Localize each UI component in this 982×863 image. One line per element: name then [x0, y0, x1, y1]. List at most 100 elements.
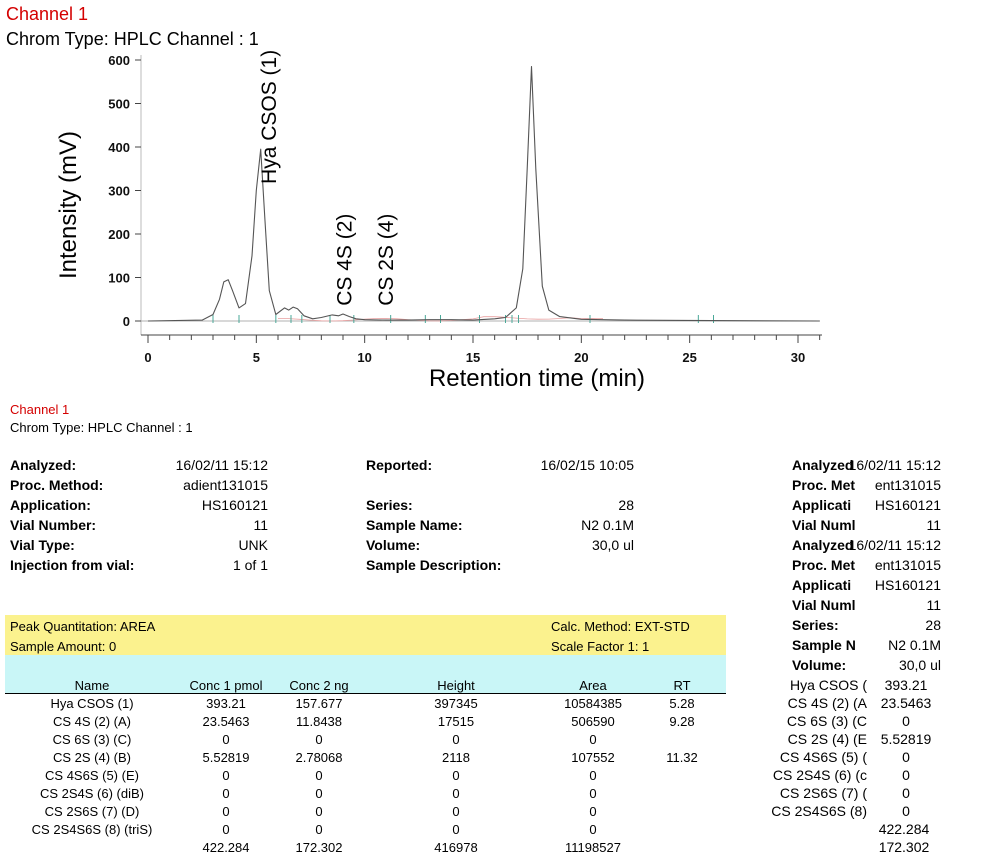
- scale-factor: Scale Factor 1: 1: [551, 639, 650, 654]
- table-header-cell: Conc 2 ng: [289, 678, 349, 693]
- table-cell: 0: [315, 786, 323, 801]
- info-value: 11: [253, 517, 268, 533]
- info-label: Vial Numl: [792, 597, 856, 613]
- chromatogram-trace: [147, 65, 820, 322]
- table-cell: 107552: [571, 750, 615, 765]
- right-table-value: 5.52819: [880, 731, 932, 747]
- calc-method: Calc. Method: EXT-STD: [551, 619, 690, 634]
- y-tick-label: 200: [108, 227, 130, 242]
- table-cell: 17515: [437, 714, 475, 729]
- info-value: ent131015: [874, 477, 941, 493]
- table-cell: CS 2S4S6S (8) (triS): [31, 822, 153, 837]
- table-cell: 2118: [442, 750, 470, 765]
- x-axis-label: Retention time (min): [429, 365, 645, 392]
- info-value: 28: [618, 497, 634, 513]
- table-cell: 5.52819: [202, 750, 250, 765]
- table-header-cell: Conc 1 pmol: [189, 678, 263, 693]
- table-cell: 393.21: [206, 696, 246, 711]
- info-label: Series:: [792, 617, 839, 633]
- right-table-value: 0: [902, 803, 910, 819]
- table-cell: 506590: [571, 714, 615, 729]
- table-cell: 0: [452, 768, 460, 783]
- table-cell: 0: [452, 786, 460, 801]
- table-cell: CS 6S (3) (C): [52, 732, 132, 747]
- right-table-name: CS 2S4S (6) (c: [772, 767, 867, 783]
- peak-annotation: CS 4S (2): [334, 214, 357, 306]
- right-table-name: CS 2S (4) (E: [787, 731, 867, 747]
- report-channel-title: Channel 1: [10, 402, 70, 417]
- info-value: 11: [926, 517, 941, 533]
- info-value: HS160121: [201, 497, 268, 513]
- x-tick-label: 15: [466, 350, 480, 365]
- table-cell: 5.28: [669, 696, 695, 711]
- y-tick-label: 0: [123, 314, 130, 329]
- table-cell: 0: [222, 804, 230, 819]
- table-cell: 0: [222, 786, 230, 801]
- table-cell: 0: [589, 786, 597, 801]
- table-cell: CS 2S6S (7) (D): [44, 804, 140, 819]
- right-table-name: CS 4S6S (5) (: [779, 749, 867, 765]
- info-label: Applicati: [792, 497, 852, 513]
- info-label: Analyzed:: [10, 457, 77, 473]
- table-header-cell: Height: [437, 678, 475, 693]
- chromatogram-chart: 0 100 200 300 400 500 600 0 5 10 15 20 25 30 Retention…: [55, 50, 822, 392]
- info-value: 28: [925, 617, 941, 633]
- info-value: adient131015: [183, 477, 268, 493]
- right-table-value: 0: [902, 749, 910, 765]
- table-header-cell: RT: [673, 678, 691, 693]
- right-table-name: CS 2S6S (7) (: [779, 785, 867, 801]
- table-cell: 0: [589, 732, 597, 747]
- chart-channel-title: Channel 1: [6, 4, 89, 24]
- table-cell: CS 2S (4) (B): [52, 750, 131, 765]
- info-value: 1 of 1: [232, 557, 268, 573]
- info-value: 11: [926, 597, 941, 613]
- x-tick-label: 30: [791, 350, 805, 365]
- info-label: Analyzed: [792, 537, 854, 553]
- peak-quantitation: Peak Quantitation: AREA: [10, 619, 156, 634]
- x-tick-label: 25: [682, 350, 696, 365]
- table-cell: Hya CSOS (1): [50, 696, 134, 711]
- sample-amount: Sample Amount: 0: [10, 639, 117, 654]
- info-label: Vial Number:: [10, 517, 97, 533]
- table-cell: CS 2S4S (6) (diB): [39, 786, 145, 801]
- right-table-value: 0: [902, 713, 910, 729]
- info-label: Proc. Method:: [10, 477, 104, 493]
- table-cell: 0: [589, 804, 597, 819]
- peak-annotation: CS 2S (4): [375, 214, 398, 306]
- table-cell: 2.78068: [295, 750, 343, 765]
- info-label: Series:: [366, 497, 413, 513]
- table-cell: 0: [222, 822, 230, 837]
- y-tick-label: 400: [108, 140, 130, 155]
- report-chrom-type: Chrom Type: HPLC Channel : 1: [10, 420, 193, 435]
- table-total-cell: 422.284: [202, 840, 250, 855]
- info-value: N2 0.1M: [581, 517, 634, 533]
- info-label: Volume:: [366, 537, 421, 553]
- info-label: Volume:: [792, 657, 847, 673]
- y-tick-label: 600: [108, 53, 130, 68]
- x-tick-label: 10: [357, 350, 371, 365]
- table-cell: CS 4S (2) (A): [52, 714, 131, 729]
- table-cell: 0: [222, 732, 230, 747]
- info-value: 16/02/15 10:05: [540, 457, 634, 473]
- info-value: ent131015: [874, 557, 941, 573]
- y-tick-label: 300: [108, 184, 130, 199]
- table-cell: CS 4S6S (5) (E): [45, 768, 139, 783]
- info-value: HS160121: [874, 497, 941, 513]
- table-cell: 0: [452, 804, 460, 819]
- info-value: 16/02/11 15:12: [848, 537, 941, 553]
- table-cell: 0: [315, 768, 323, 783]
- x-tick-label: 20: [574, 350, 588, 365]
- table-total-cell: 416978: [434, 840, 478, 855]
- chart-chrom-type: Chrom Type: HPLC Channel : 1: [6, 29, 259, 49]
- table-cell: 0: [589, 768, 597, 783]
- table-cell: 0: [315, 822, 323, 837]
- table-cell: 23.5463: [202, 714, 250, 729]
- right-table-value: 393.21: [884, 677, 928, 693]
- table-cell: 11.8438: [295, 714, 343, 729]
- peak-annotation: Hya CSOS (1): [258, 50, 281, 184]
- table-cell: 0: [222, 768, 230, 783]
- info-value: 30,0 ul: [898, 657, 941, 673]
- x-tick-label: 0: [144, 350, 151, 365]
- table-cell: 0: [315, 732, 323, 747]
- table-total-cell: 11198527: [565, 840, 621, 855]
